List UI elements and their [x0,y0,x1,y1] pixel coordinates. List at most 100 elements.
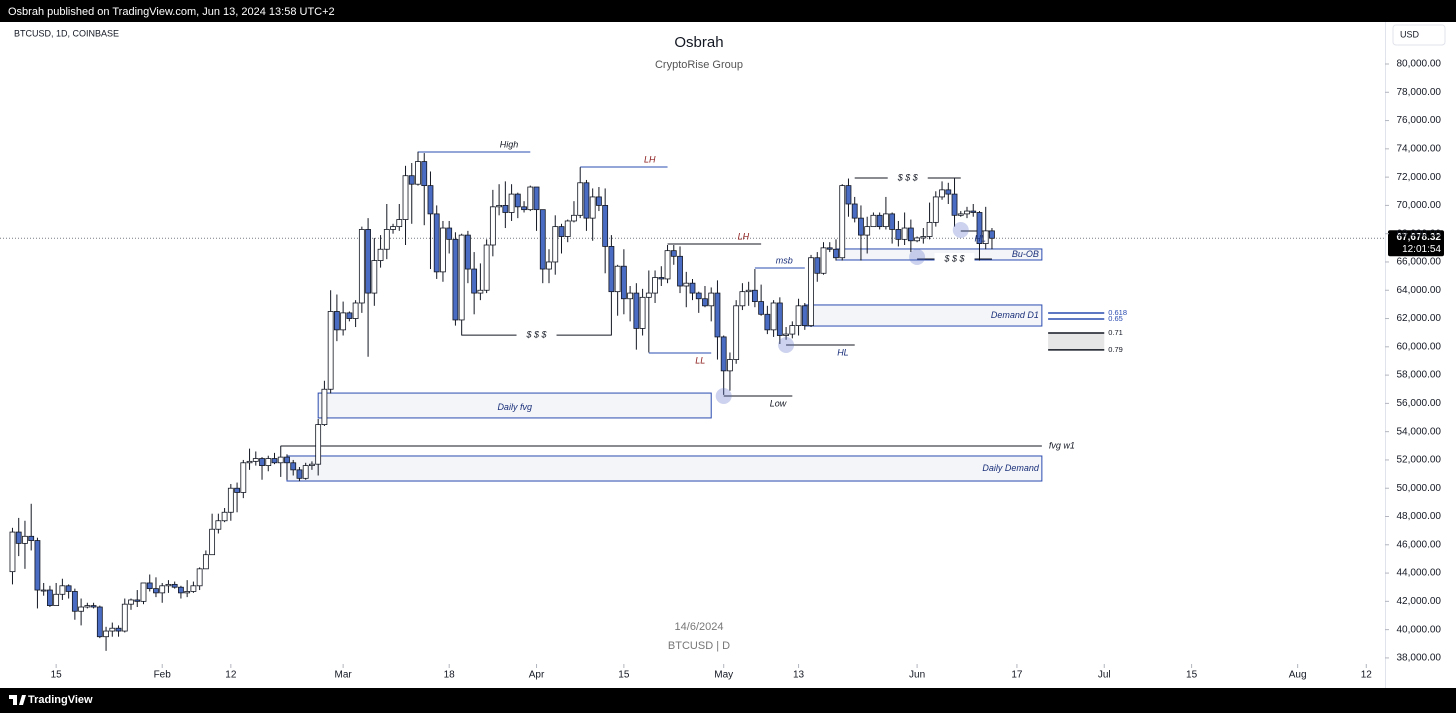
level-label: msb [776,255,793,265]
candle-body [801,305,808,327]
y-tick-label: 54,000.00 [1397,426,1442,437]
candle-body [71,591,78,612]
logo [9,695,26,705]
candle-body [471,268,478,294]
y-tick-label: 70,000.00 [1397,200,1442,211]
candle-body [645,292,652,298]
candle-body [957,213,964,216]
marker [952,222,969,239]
candle-body [440,227,446,273]
level-label: fvg w1 [1049,440,1075,450]
x-tick-label: Feb [154,670,172,681]
candle-body [227,487,234,513]
candle-body [596,196,602,206]
candle-body [508,193,515,213]
candle-body [839,185,846,259]
candle-body [209,528,216,556]
candle-body [115,627,122,632]
candle-body [234,487,240,493]
candle-body [521,206,527,211]
candle-body [271,458,278,464]
candle-body [240,462,247,493]
zone [286,455,1043,482]
candle-body [514,193,521,208]
candle-body [920,236,927,239]
x-tick-label: 15 [618,670,630,681]
candle-body [546,261,552,270]
fib-label: 0.71 [1108,328,1123,337]
level-label: LL [695,355,705,365]
candle-body [789,325,796,335]
y-tick-label: 56,000.00 [1397,398,1442,409]
candle-body [40,589,47,592]
x-tick-label: 17 [1011,670,1023,681]
candle-body [633,292,640,329]
fib-label: 0.79 [1108,345,1123,354]
candle-body [720,336,727,372]
x-tick-label: 12 [225,670,237,681]
candle-body [608,246,615,293]
x-tick-label: 15 [51,670,63,681]
candle-body [658,277,665,280]
marker [715,388,732,405]
candle-body [477,289,484,294]
candle-body [159,585,166,594]
candle-body [808,257,814,327]
candle-body [103,630,109,638]
candle-body [926,221,933,237]
zone-label: Daily fvg [497,402,532,412]
candle-body [870,214,877,228]
candle-body [770,302,777,331]
candle-body [34,540,41,591]
candle-body [989,230,995,239]
top-bar [0,0,1456,22]
candle-body [539,209,546,270]
candle-body [146,582,153,590]
fib-label: 0.618 [1108,308,1127,317]
candle-body [9,531,16,573]
y-tick-label: 58,000.00 [1397,370,1442,381]
candle-body [78,606,85,612]
y-tick-label: 40,000.00 [1397,624,1442,635]
chart-title: Osbrah [674,34,723,51]
y-tick-label: 78,000.00 [1397,87,1442,98]
candle-body [259,458,265,467]
candle-body [652,277,658,294]
bottom-bar [0,688,1456,713]
candle-body [583,182,590,219]
zone-label: Demand D1 [991,310,1039,320]
candle-body [889,213,896,230]
candle-body [140,582,147,602]
candle-body [901,227,908,240]
candle-body [302,465,309,479]
currency-button[interactable] [1392,24,1446,46]
y-tick-label: 80,000.00 [1397,59,1442,70]
candle-body [907,227,914,242]
candle-body [28,535,35,541]
candle-body [465,234,471,270]
candle-body [664,250,671,280]
candle-body [795,305,802,327]
candle-body [377,248,384,261]
candle-body [221,511,228,522]
watermark: 14/6/2024 [675,621,724,633]
candle-body [321,388,328,425]
candle-body [340,312,347,331]
candle-body [627,292,634,300]
candle-body [290,462,297,471]
candle-body [215,520,222,530]
candle-body [421,161,428,187]
candle-body [358,229,365,304]
level-label: $ $ $ [526,329,548,339]
candle-body [858,217,864,236]
level-label: Low [770,398,787,408]
y-tick-label: 46,000.00 [1397,539,1442,550]
zone-label: Bu-OB [1012,249,1039,259]
candle-body [396,219,403,228]
candle-body [190,585,197,592]
candle-body [670,250,677,257]
candle-body [970,210,977,213]
x-tick-label: Apr [529,670,545,681]
candle-body [196,568,203,587]
candle-body [739,291,746,307]
